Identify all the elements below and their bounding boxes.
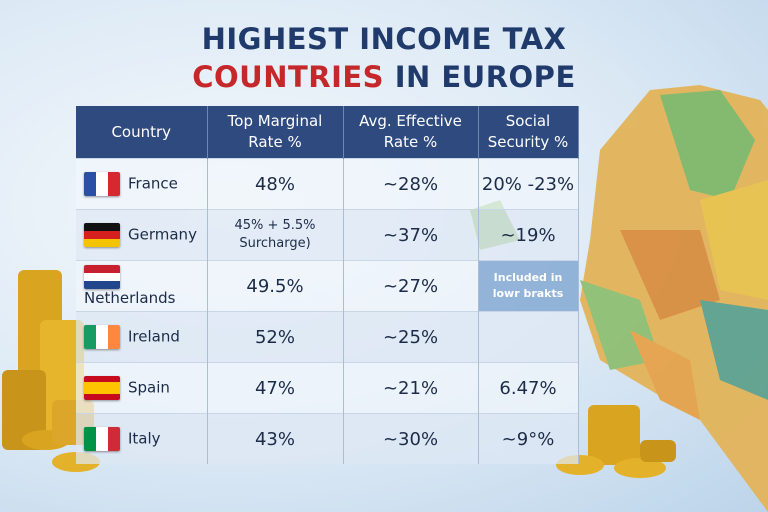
- column-header: Country: [76, 106, 208, 159]
- table-row: Ireland 52% ~25%: [76, 311, 579, 363]
- value-cell: 45% + 5.5% Surcharge): [207, 209, 344, 261]
- title-line-2: COUNTRIES IN EUROPE: [0, 60, 768, 94]
- value-cell: ~37%: [343, 209, 479, 261]
- value-cell: 20% -23%: [478, 158, 579, 210]
- value-cell: 47%: [207, 362, 344, 414]
- value-cell: ~25%: [343, 311, 479, 363]
- value-cell: ~30%: [343, 413, 479, 464]
- country-name: Netherlands: [84, 289, 176, 307]
- value-cell: 48%: [207, 158, 344, 210]
- coins-left: [2, 270, 100, 472]
- table-row: Spain 47% ~21% 6.47%: [76, 362, 579, 414]
- value-cell: ~27%: [343, 260, 479, 312]
- header-row: Country Top Marginal Rate % Avg. Effecti…: [76, 106, 579, 159]
- value-cell: ~9°%: [478, 413, 579, 464]
- value-cell: ~28%: [343, 158, 479, 210]
- country-cell: Netherlands: [76, 260, 208, 312]
- country-cell: Germany: [76, 209, 208, 261]
- value-cell: 43%: [207, 413, 344, 464]
- flag: [84, 223, 120, 247]
- country-name: Ireland: [128, 327, 180, 346]
- table-row: Italy 43% ~30% ~9°%: [76, 413, 579, 464]
- value-cell: 49.5%: [207, 260, 344, 312]
- flag: [84, 265, 120, 289]
- table-row: Netherlands 49.5% ~27% Included in lowr bra…: [76, 260, 579, 312]
- flag: [84, 325, 120, 349]
- value-cell: ~21%: [343, 362, 479, 414]
- country-cell: France: [76, 158, 208, 210]
- value-cell: [478, 311, 579, 363]
- value-cell: 6.47%: [478, 362, 579, 414]
- value-cell: 52%: [207, 311, 344, 363]
- column-header: Social Security %: [478, 106, 579, 159]
- country-cell: Italy: [76, 413, 208, 464]
- column-header: Avg. Effective Rate %: [343, 106, 479, 159]
- country-name: Germany: [128, 225, 197, 244]
- country-cell: Ireland: [76, 311, 208, 363]
- table-row: Germany 45% + 5.5% Surcharge) ~37% ~19%: [76, 209, 579, 261]
- value-cell: ~19%: [478, 209, 579, 261]
- column-header: Top Marginal Rate %: [207, 106, 344, 159]
- tax-table: Country Top Marginal Rate % Avg. Effecti…: [76, 106, 579, 464]
- value-cell: Included in lowr brakts: [478, 260, 579, 312]
- country-name: Spain: [128, 378, 170, 397]
- title-line-1: HIGHEST INCOME TAX: [201, 22, 567, 56]
- country-name: France: [128, 174, 178, 193]
- country-cell: Spain: [76, 362, 208, 414]
- table-row: France 48% ~28% 20% -23%: [76, 158, 579, 210]
- flag: [84, 172, 120, 196]
- flag: [84, 376, 120, 400]
- country-name: Italy: [128, 429, 161, 448]
- flag: [84, 427, 120, 451]
- title-rest: IN EUROPE: [394, 60, 576, 94]
- title-highlight: COUNTRIES: [192, 60, 385, 94]
